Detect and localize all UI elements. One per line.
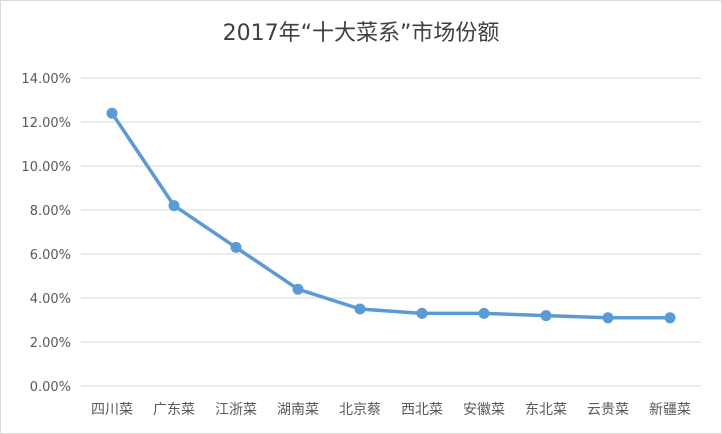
- y-tick-label: 10.00%: [21, 160, 71, 175]
- data-point: [540, 310, 552, 322]
- x-tick-label: 广东菜: [153, 402, 195, 418]
- x-tick-label: 安徽菜: [463, 402, 505, 418]
- series-layer: [106, 107, 676, 324]
- data-point: [292, 283, 304, 295]
- x-axis-category-labels: 四川菜 广东菜 江浙菜 湖南菜 北京蔡 西北菜 安徽菜 东北菜 云贵菜 新疆菜: [91, 402, 691, 418]
- data-point: [602, 312, 614, 324]
- data-point: [664, 312, 676, 324]
- y-tick-label: 12.00%: [21, 116, 71, 131]
- x-tick-label: 江浙菜: [215, 402, 257, 418]
- x-tick-label: 云贵菜: [587, 402, 629, 418]
- x-tick-label: 北京蔡: [339, 402, 381, 418]
- x-tick-label: 新疆菜: [649, 402, 691, 418]
- chart-title: 2017年“十大菜系”市场份额: [222, 21, 500, 46]
- y-tick-label: 14.00%: [21, 72, 71, 87]
- y-tick-label: 8.00%: [30, 204, 71, 219]
- x-tick-label: 西北菜: [401, 402, 443, 418]
- data-point: [168, 200, 180, 212]
- gridlines: [81, 77, 701, 387]
- data-point: [106, 107, 118, 119]
- x-tick-label: 四川菜: [91, 402, 133, 418]
- x-tick-label: 东北菜: [525, 402, 567, 418]
- y-axis-tick-labels: 0.00% 2.00% 4.00% 6.00% 8.00% 10.00% 12.00% 14.…: [21, 72, 71, 395]
- y-tick-label: 6.00%: [30, 248, 71, 263]
- data-point: [416, 307, 428, 319]
- x-tick-label: 湖南菜: [277, 402, 319, 418]
- data-point: [478, 307, 490, 319]
- series-line: [110, 111, 672, 320]
- y-tick-label: 2.00%: [30, 336, 71, 351]
- y-tick-label: 4.00%: [30, 292, 71, 307]
- y-tick-label: 0.00%: [30, 380, 71, 395]
- data-point: [354, 303, 366, 315]
- data-point: [230, 241, 242, 253]
